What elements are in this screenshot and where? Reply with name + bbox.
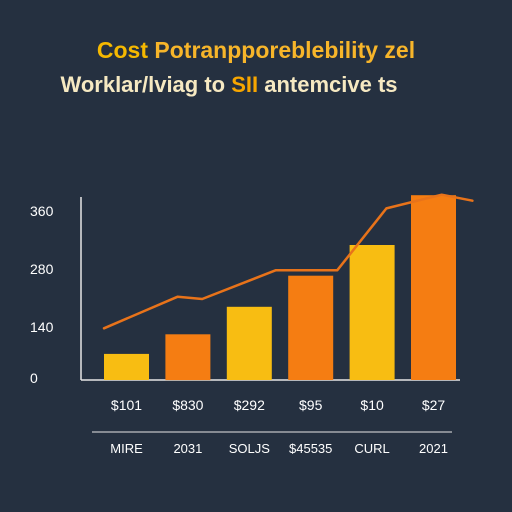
chart-title: Cost Potranpporeblebility zel: [97, 37, 415, 63]
bar: [288, 275, 334, 380]
bar-value-label: $27: [422, 397, 446, 413]
category-label: SOLJS: [229, 441, 271, 456]
trend-line-group: [102, 193, 474, 330]
bar: [349, 245, 395, 380]
bar-value-label: $10: [360, 397, 384, 413]
chart-title-rest: Potranpporeblebility zel: [148, 37, 415, 63]
y-tick-label: 360: [30, 203, 54, 219]
bar: [226, 306, 272, 380]
category-label: 2021: [419, 441, 448, 456]
bar: [165, 334, 211, 381]
bar: [411, 195, 456, 380]
chart-subtitle-accent: SII: [231, 72, 258, 97]
bar-value-label: $95: [299, 397, 323, 413]
bar: [104, 353, 149, 380]
y-tick-label: 0: [30, 370, 38, 386]
y-tick-label: 140: [30, 319, 54, 335]
bars: [104, 195, 456, 381]
chart-subtitle: Worklar/lviag to SII antemcive ts: [60, 72, 397, 97]
bar-value-labels: $101 $830 $292 $95 $10 $27: [111, 397, 445, 413]
category-label: CURL: [354, 441, 389, 456]
category-labels: MIRE 2031 SOLJS $45535 CURL 2021: [110, 441, 448, 456]
bar-value-label: $830: [172, 397, 203, 413]
category-label: $45535: [289, 441, 332, 456]
bar-value-label: $101: [111, 397, 142, 413]
y-axis-ticks: 360 280 140 0: [30, 203, 54, 386]
y-tick-label: 280: [30, 261, 54, 277]
chart-title-first-word: Cost: [97, 37, 148, 63]
category-label: MIRE: [110, 441, 143, 456]
chart-subtitle-part-1: Worklar/lviag to: [60, 72, 231, 97]
bar-value-label: $292: [234, 397, 265, 413]
chart-subtitle-part-3: antemcive ts: [258, 72, 397, 97]
category-label: 2031: [173, 441, 202, 456]
trend-line: [102, 193, 474, 330]
